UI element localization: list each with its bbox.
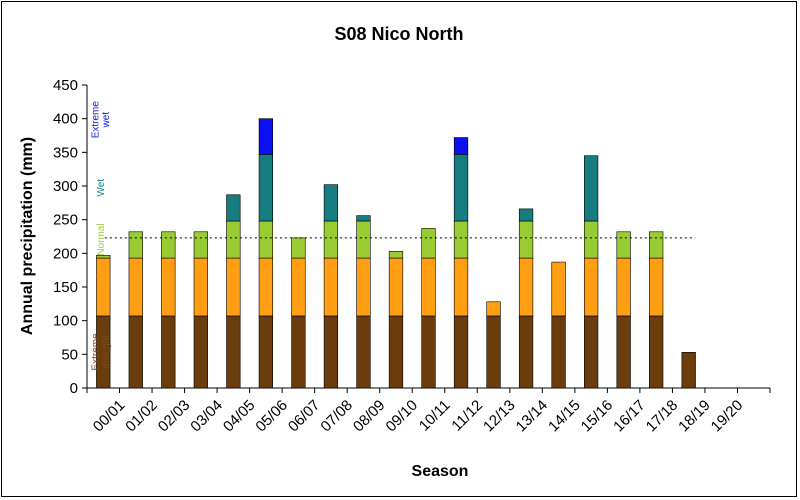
x-category-label: 14/15 xyxy=(545,397,584,436)
bar-segment xyxy=(226,194,241,222)
bar-segment xyxy=(161,315,176,389)
bar-segment xyxy=(421,315,436,389)
bar-segment xyxy=(193,257,208,317)
x-category-label: 10/11 xyxy=(416,397,454,435)
bar-segment xyxy=(453,137,469,155)
bar-segment xyxy=(96,255,111,259)
x-axis-title: Season xyxy=(412,463,469,480)
y-tick-label: 300 xyxy=(53,178,78,195)
bar-segment xyxy=(128,315,143,389)
bar-segment xyxy=(453,220,469,259)
bar-segment xyxy=(356,257,371,317)
bar-segment xyxy=(681,352,696,389)
bar-segment xyxy=(226,257,241,317)
bar-segment xyxy=(486,301,501,317)
bar-segment xyxy=(649,231,664,259)
band-label: Normal xyxy=(96,223,107,255)
band-label: Extremedrought xyxy=(91,333,113,371)
bar-segment xyxy=(356,220,371,259)
x-category-label: 02/03 xyxy=(155,397,194,436)
bar-segment xyxy=(356,315,371,389)
bar-segment xyxy=(583,220,599,259)
bar-segment xyxy=(518,220,534,259)
bar-segment xyxy=(226,220,241,259)
x-category-label: 15/16 xyxy=(578,397,617,436)
y-tick-label: 450 xyxy=(53,77,78,94)
x-category-label: 08/09 xyxy=(350,397,389,436)
x-category-label: 03/04 xyxy=(187,397,226,436)
bar-segment xyxy=(649,257,664,317)
band-label: Extremewet xyxy=(91,101,113,139)
bar-segment xyxy=(486,315,501,389)
bar-segment xyxy=(356,215,371,222)
x-category-label: 13/14 xyxy=(513,397,552,436)
y-tick-label: 250 xyxy=(53,212,78,229)
bar-segment xyxy=(258,315,274,389)
x-category-label: 06/07 xyxy=(285,397,324,436)
bar-segment xyxy=(128,231,143,259)
y-tick-label: 400 xyxy=(53,111,78,128)
band-label: Wet xyxy=(96,179,107,197)
bar-segment xyxy=(161,257,176,317)
bar-segment xyxy=(453,315,469,389)
y-tick-label: 350 xyxy=(53,144,78,161)
bar-segment xyxy=(421,257,436,317)
x-category-label: 11/12 xyxy=(448,397,486,435)
bar-segment xyxy=(649,315,664,389)
bar-segment xyxy=(616,257,631,317)
band-label: Drought xyxy=(96,269,107,305)
bar-segment xyxy=(323,184,339,222)
bar-segment xyxy=(518,208,534,222)
x-category-label: 17/18 xyxy=(643,397,682,436)
bar-segment xyxy=(193,315,208,389)
x-category-label: 04/05 xyxy=(220,397,259,436)
bar-segment xyxy=(258,257,274,317)
x-category-label: 05/06 xyxy=(252,397,291,436)
chart-title: S08 Nico North xyxy=(334,24,463,44)
bar-segment xyxy=(226,315,241,389)
x-category-label: 16/17 xyxy=(610,397,649,436)
y-tick-label: 50 xyxy=(61,346,78,363)
bar-segment xyxy=(583,315,599,389)
y-tick-label: 0 xyxy=(70,380,78,397)
bar-segment xyxy=(291,257,306,317)
bar-segment xyxy=(193,231,208,259)
bar-segment xyxy=(388,257,404,317)
x-category-label: 00/01 xyxy=(90,397,129,436)
x-category-label: 01/02 xyxy=(122,397,161,436)
bar-segment xyxy=(616,315,631,389)
bar-segment xyxy=(518,315,534,389)
y-tick-label: 100 xyxy=(53,313,78,330)
bar-segment xyxy=(323,257,339,317)
bar-segment xyxy=(258,154,274,222)
bar-segment xyxy=(616,231,631,259)
x-category-label: 12/13 xyxy=(480,397,519,436)
bar-segment xyxy=(518,257,534,317)
bar-segment xyxy=(323,315,339,389)
bar-segment xyxy=(583,155,599,222)
x-category-label: 07/08 xyxy=(317,397,356,436)
bar-segment xyxy=(388,315,404,389)
bar-segment xyxy=(583,257,599,317)
bar-segment xyxy=(323,220,339,259)
x-category-label: 19/20 xyxy=(708,397,747,436)
x-category-label: 18/19 xyxy=(675,397,714,436)
bar-segment xyxy=(453,257,469,317)
y-tick-label: 200 xyxy=(53,245,78,262)
bar-segment xyxy=(291,237,306,259)
y-axis-title: Annual precipitation (mm) xyxy=(19,137,36,335)
bar-segment xyxy=(291,315,306,389)
bar-segment xyxy=(421,228,436,259)
bar-segment xyxy=(551,315,566,389)
y-tick-label: 150 xyxy=(53,279,78,296)
bar-segment xyxy=(453,154,469,222)
bar-segment xyxy=(388,251,404,259)
bar-segment xyxy=(258,118,274,155)
bar-segment xyxy=(128,257,143,317)
bar-segment xyxy=(551,261,566,317)
bar-segment xyxy=(258,220,274,259)
bar-segment xyxy=(161,231,176,259)
x-category-label: 09/10 xyxy=(382,397,421,436)
